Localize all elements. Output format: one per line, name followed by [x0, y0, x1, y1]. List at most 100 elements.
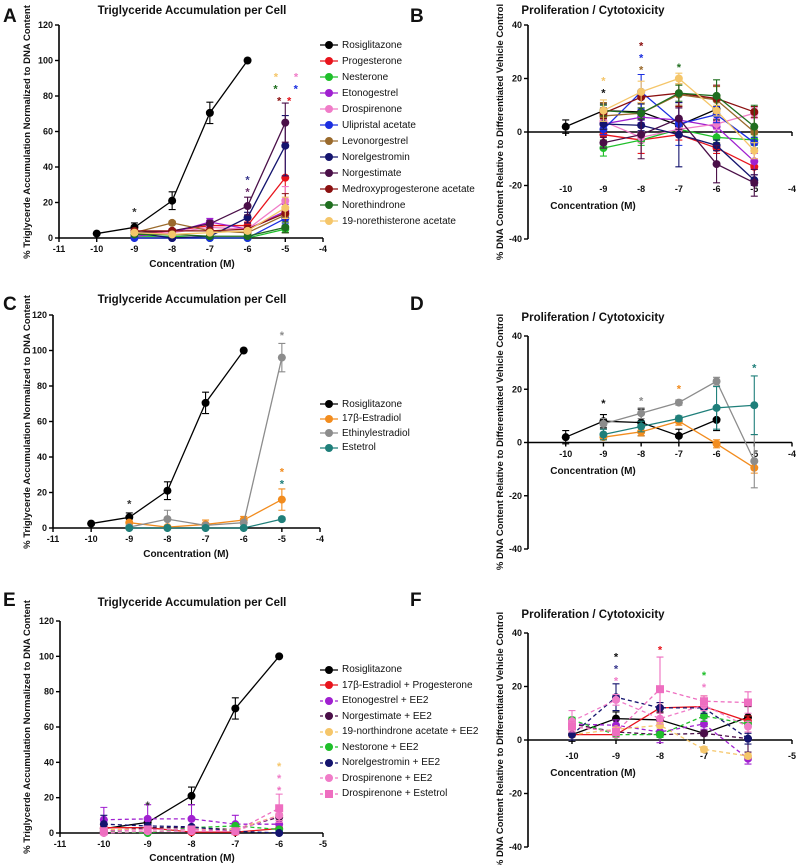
legend-label: Drospirenone + EE2: [342, 772, 433, 784]
y-tick-label: 20: [43, 198, 53, 208]
legend-marker: [320, 774, 338, 783]
x-tick-label: -11: [47, 534, 60, 544]
data-point: [87, 519, 96, 528]
significance-star: *: [280, 466, 285, 478]
panel-A: A Triglyceride Accumulation per Cell Conce…: [3, 4, 327, 270]
x-tick-label: -6: [713, 449, 721, 459]
data-point: [599, 106, 608, 115]
legend-label: Progesterone: [342, 55, 403, 67]
y-tick-label: 20: [44, 793, 54, 803]
legend-label: Estetrol: [342, 442, 376, 454]
x-tick-label: -7: [700, 751, 708, 761]
data-point: [277, 353, 286, 362]
legend-item: Estetrol: [320, 441, 410, 456]
data-point: [187, 791, 196, 800]
significance-star: *: [601, 398, 606, 410]
x-tick-label: -7: [675, 449, 683, 459]
significance-star: *: [146, 800, 151, 812]
data-point: [99, 820, 108, 829]
significance-star: *: [287, 96, 292, 108]
data-point: [599, 430, 608, 439]
legend-marker: [320, 73, 338, 81]
y-tick-label: -20: [509, 789, 522, 799]
legend-label: Nestorone + EE2: [342, 741, 419, 753]
legend-marker: [320, 712, 338, 721]
legend-label: Drospirenone: [342, 103, 403, 115]
y-tick-label: 120: [38, 20, 53, 30]
data-point: [674, 398, 683, 407]
y-tick-label: -40: [509, 234, 522, 244]
x-tick-label: -5: [278, 534, 286, 544]
y-tick-label: 40: [512, 331, 522, 341]
data-point: [201, 524, 210, 532]
data-point: [130, 228, 139, 237]
significance-star: *: [277, 773, 282, 785]
y-tick-label: 20: [512, 74, 522, 84]
y-axis-label: % DNA Content Relative to Differentiated…: [495, 612, 506, 865]
data-point: [612, 695, 620, 704]
data-point: [168, 230, 177, 239]
legend-label: Ulipristal acetate: [342, 119, 416, 131]
legend: Rosiglitazone Progesterone Nesterone Etonog…: [320, 37, 475, 229]
data-point: [201, 398, 210, 407]
panel-letter: D: [410, 294, 424, 315]
x-tick-label: -8: [187, 839, 195, 849]
legend-item: Nestorone + EE2: [320, 740, 478, 756]
legend-label: Norgestimate + EE2: [342, 710, 432, 722]
x-tick-label: -7: [206, 244, 214, 254]
y-tick-label: 0: [517, 438, 522, 448]
legend-label: Medroxyprogesterone acetate: [342, 183, 475, 195]
y-tick-label: 80: [44, 687, 54, 697]
data-point: [277, 495, 286, 504]
significance-star: *: [677, 384, 682, 396]
x-tick-label: -6: [240, 534, 248, 544]
panel-B: B Proliferation / Cytotoxicity Concentrati…: [410, 4, 796, 260]
significance-star: *: [639, 53, 644, 65]
data-point: [599, 119, 608, 128]
legend-item: 17β-Estradiol: [320, 412, 410, 427]
data-point: [674, 74, 683, 83]
significance-star: *: [601, 76, 606, 88]
legend-label: Norgestimate: [342, 167, 402, 179]
data-point: [205, 219, 214, 228]
legend-label: 19-northindrone acetate + EE2: [342, 726, 479, 738]
legend-item: Norelgestromin: [320, 149, 475, 165]
data-point: [205, 108, 214, 117]
significance-star: *: [274, 72, 279, 84]
x-tick-label: -6: [275, 839, 283, 849]
legend-marker: [320, 400, 338, 409]
x-tick-label: -5: [319, 839, 327, 849]
legend-marker: [320, 185, 338, 193]
panel-letter: C: [3, 294, 17, 315]
y-tick-label: 60: [37, 417, 47, 427]
data-point: [187, 825, 196, 834]
x-tick-label: -6: [713, 184, 721, 194]
x-axis-label: Concentration (M): [149, 259, 235, 270]
x-tick-label: -11: [53, 244, 66, 254]
y-tick-label: 0: [49, 828, 54, 838]
y-tick-label: 0: [42, 523, 47, 533]
significance-star: *: [702, 670, 707, 682]
data-point: [744, 734, 752, 743]
data-point: [750, 122, 759, 131]
significance-star: *: [614, 663, 619, 675]
data-point: [281, 223, 290, 232]
significance-star: *: [273, 84, 278, 96]
y-tick-label: 100: [39, 651, 54, 661]
panel-letter: B: [410, 6, 424, 27]
legend-marker: [320, 137, 338, 145]
legend-label: 17β-Estradiol: [342, 413, 402, 425]
data-point: [612, 727, 620, 736]
data-point: [277, 515, 286, 524]
data-point: [700, 729, 708, 738]
data-point: [231, 704, 240, 713]
panel-letter: A: [3, 6, 17, 27]
y-tick-label: 120: [39, 616, 54, 626]
legend-item: Rosiglitazone: [320, 37, 475, 53]
legend-item: Levonorgestrel: [320, 133, 475, 149]
data-point: [281, 203, 290, 212]
data-point: [712, 377, 721, 386]
x-tick-label: -7: [675, 184, 683, 194]
legend-marker: [320, 758, 338, 767]
y-tick-label: -20: [509, 181, 522, 191]
